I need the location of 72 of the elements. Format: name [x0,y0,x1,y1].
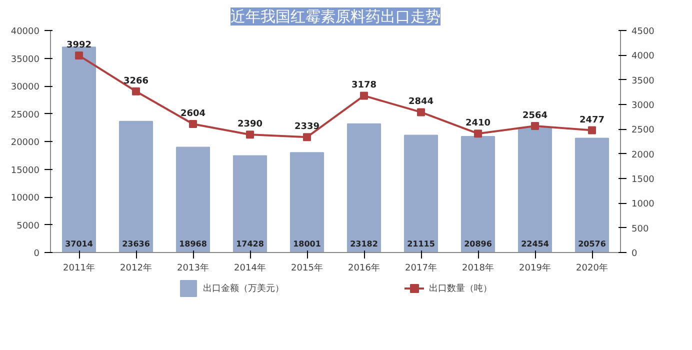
legend-label: 出口金额（万美元） [203,282,284,294]
point [75,52,83,60]
x-tick-label: 2019年 [519,262,551,274]
bar [460,136,496,252]
y-tick-label: 5000 [16,221,40,232]
data-label: 23182 [350,240,378,248]
data-label: 2564 [522,111,548,122]
y2-tick-label: 2000 [632,150,655,160]
y-tick-label: 35000 [10,54,40,65]
data-label: 3992 [66,40,92,51]
bar [118,120,154,252]
bar [518,127,552,252]
y-tick-label: 30000 [10,82,40,92]
bar [62,46,96,252]
x-tick-label: 2017年 [405,262,437,274]
point [360,92,368,100]
y2-tick-label: 4500 [632,27,655,37]
data-label: 2390 [237,120,263,130]
x-tick-label: 2014年 [234,262,266,274]
data-label: 2339 [294,122,320,132]
data-label: 3266 [123,76,149,86]
y2-tick-label: 500 [632,224,649,234]
bar [404,134,438,252]
data-label: 2604 [180,109,206,120]
x-tick-label: 2012年 [120,262,152,274]
data-label: 17428 [236,240,264,248]
bar [290,152,324,252]
bar [232,155,268,252]
y2-tick-label: 1500 [632,175,655,185]
bar [176,146,210,252]
data-label: 23636 [122,240,150,248]
y-tick-label: 20000 [10,138,40,148]
data-label: 37014 [65,240,94,248]
data-label: 3178 [351,80,377,91]
y-tick-label: 40000 [10,27,40,37]
x-tick-label: 2013年 [177,262,209,274]
y2-tick-label: 1000 [632,200,655,210]
y2-tick-label: 0 [632,249,638,259]
bar [574,138,610,252]
point [588,126,596,134]
data-label: 18001 [293,240,322,248]
point [132,87,140,96]
data-label: 2410 [465,118,491,129]
y2-tick-label: 3000 [632,101,655,111]
data-label: 21115 [407,240,436,248]
legend-label: 出口数量（吨） [429,282,492,294]
point [531,122,539,130]
chart-title: 近年我国红霉素原料药出口走势 [230,8,440,26]
data-label: 20576 [578,240,606,248]
y-tick-label: 25000 [10,110,40,120]
point [189,120,197,128]
y2-tick-label: 3500 [632,76,655,86]
bar [346,123,382,252]
y2-tick-label: 4000 [632,52,655,62]
point [246,130,254,139]
data-label: 22454 [521,240,550,248]
x-tick-label: 2018年 [462,262,494,274]
y-tick-label: 15000 [10,166,40,176]
y-tick-label: 10000 [10,194,40,204]
x-tick-label: 2016年 [348,262,380,274]
point [303,133,311,142]
x-tick-label: 2011年 [63,262,95,274]
data-label: 2844 [408,97,434,108]
point [474,130,482,138]
y-tick-label: 0 [34,249,40,259]
data-label: 18968 [179,240,208,248]
data-label: 20896 [464,240,492,248]
x-tick-label: 2015年 [291,262,323,274]
data-label: 2477 [579,115,605,126]
y2-tick-label: 2500 [632,126,655,136]
x-tick-label: 2020年 [576,262,608,274]
point [417,108,425,116]
